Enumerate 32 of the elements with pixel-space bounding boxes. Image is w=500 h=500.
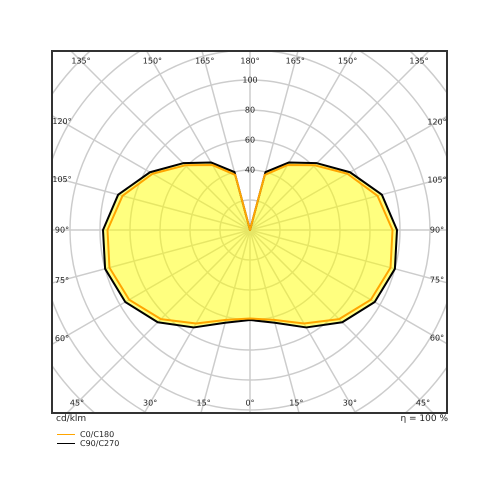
spoke-label: 165°: [286, 56, 305, 66]
y-tick-label: 40: [244, 166, 256, 174]
y-tick-label: 80: [244, 106, 256, 114]
spoke-label: 0°: [245, 398, 255, 408]
spoke-label: 60°: [430, 333, 444, 342]
spoke-label: 90°: [430, 226, 444, 234]
spoke-label: 105°: [427, 175, 447, 184]
spoke-label: 165°: [195, 56, 214, 66]
spoke-label: 180°: [240, 56, 260, 66]
spoke-label: 30°: [143, 398, 158, 408]
spoke-label: 120°: [52, 116, 72, 126]
spoke-label: 135°: [409, 56, 429, 66]
spoke-label: 45°: [416, 398, 430, 408]
spoke-label: 90°: [54, 226, 70, 234]
y-tick-label: 100: [242, 76, 258, 84]
text: cd/klm: [56, 414, 86, 424]
spoke-label: 60°: [54, 334, 70, 344]
spoke-label: 150°: [142, 56, 162, 66]
spoke-label: 150°: [338, 56, 358, 66]
spoke-label: 45°: [70, 398, 84, 408]
legend-label: C90/C270: [80, 439, 120, 448]
spoke-label: 105°: [52, 175, 72, 184]
spoke-label: 15°: [289, 398, 304, 408]
spoke-label: 75°: [430, 276, 444, 285]
spoke-label: 135°: [71, 56, 91, 66]
spoke-label: 30°: [342, 398, 357, 408]
legend-label: C0/C180: [80, 430, 114, 439]
spoke-label: 15°: [196, 398, 211, 408]
y-tick-label: 60: [244, 136, 256, 144]
text: η = 100 %: [400, 414, 448, 424]
spoke-label: 75°: [54, 276, 70, 285]
spoke-label: 120°: [427, 118, 447, 127]
